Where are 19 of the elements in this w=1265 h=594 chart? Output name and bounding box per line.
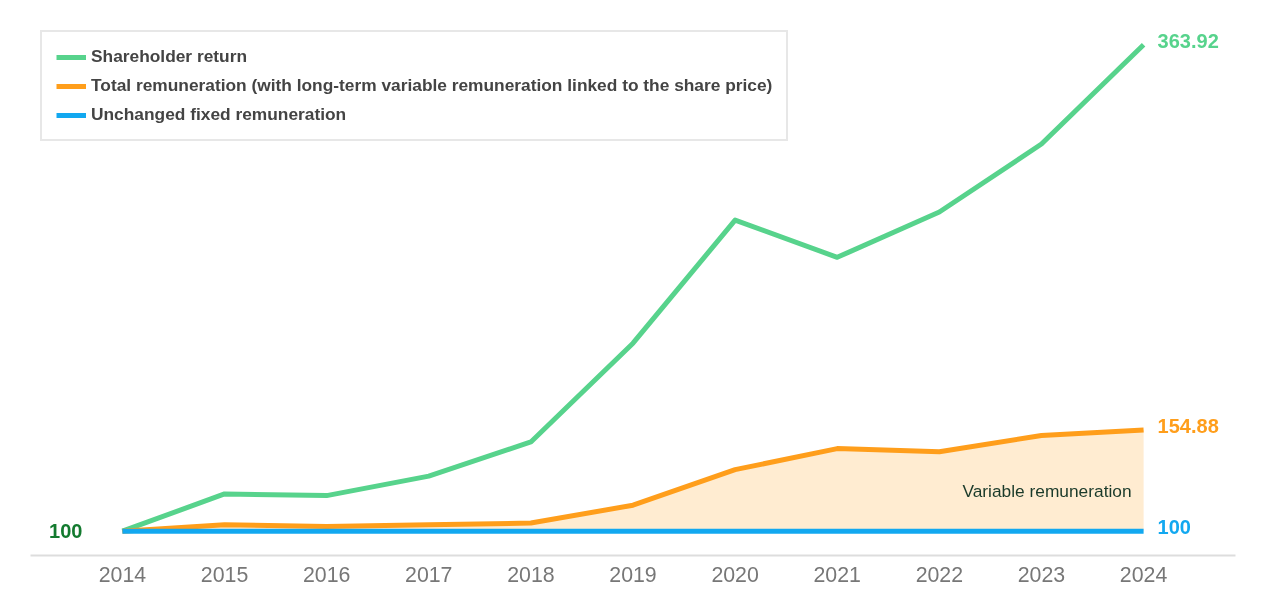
data-label: 154.88	[1157, 415, 1219, 438]
x-tick-label: 2018	[507, 562, 555, 587]
x-tick-label: 2017	[405, 562, 453, 587]
legend-label: Unchanged fixed remuneration	[91, 104, 347, 125]
x-tick-label: 2019	[609, 562, 657, 587]
annotation: Variable remuneration	[962, 480, 1132, 501]
legend-label: Shareholder return	[91, 46, 247, 67]
x-tick-label: 2014	[98, 562, 147, 587]
x-tick-label: 2015	[200, 562, 249, 587]
x-tick-label: 2016	[302, 562, 351, 587]
annotation: 100	[49, 520, 83, 543]
x-tick-label: 2024	[1119, 562, 1168, 587]
data-label: 363.92	[1157, 29, 1219, 52]
x-tick-label: 2022	[915, 562, 964, 587]
x-tick-label: 2020	[711, 562, 759, 587]
x-tick-label: 2021	[813, 562, 861, 587]
data-label: 100	[1157, 516, 1191, 539]
legend-label: Total remuneration (with long-term variable remuneration linked to the share price)	[91, 75, 773, 96]
x-tick-label: 2023	[1017, 562, 1066, 587]
